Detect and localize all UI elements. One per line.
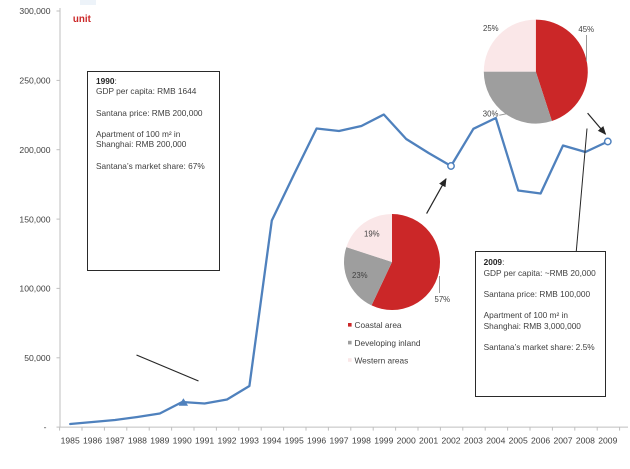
- svg-text:1994: 1994: [262, 435, 281, 445]
- svg-text:2002: 2002: [441, 435, 460, 445]
- svg-text:2000: 2000: [397, 435, 416, 445]
- svg-text:100,000: 100,000: [19, 284, 50, 294]
- svg-text:23%: 23%: [352, 271, 368, 280]
- svg-text:1987: 1987: [105, 435, 124, 445]
- svg-text:1996: 1996: [307, 435, 326, 445]
- svg-text:1997: 1997: [329, 435, 348, 445]
- svg-text:2003: 2003: [464, 435, 483, 445]
- svg-text:2009: 2009: [598, 435, 617, 445]
- svg-text:57%: 57%: [435, 295, 451, 304]
- svg-text:2001: 2001: [419, 435, 438, 445]
- svg-text:1992: 1992: [217, 435, 236, 445]
- svg-text:25%: 25%: [483, 24, 499, 33]
- svg-text:200,000: 200,000: [19, 145, 50, 155]
- svg-text:2006: 2006: [531, 435, 550, 445]
- svg-text:1993: 1993: [240, 435, 259, 445]
- svg-text:1995: 1995: [285, 435, 304, 445]
- svg-text:300,000: 300,000: [19, 6, 50, 16]
- svg-text:1985: 1985: [61, 435, 80, 445]
- svg-text:19%: 19%: [364, 230, 380, 239]
- svg-text:1998: 1998: [352, 435, 371, 445]
- svg-text:30%: 30%: [483, 110, 499, 119]
- svg-text:50,000: 50,000: [24, 353, 51, 363]
- svg-text:2005: 2005: [509, 435, 528, 445]
- svg-text:2008: 2008: [576, 435, 595, 445]
- svg-text:Western areas: Western areas: [355, 355, 409, 365]
- svg-text:1999: 1999: [374, 435, 393, 445]
- svg-text:unit: unit: [73, 14, 92, 25]
- svg-text:Developing inland: Developing inland: [355, 338, 421, 348]
- svg-text:150,000: 150,000: [19, 214, 50, 224]
- svg-text:1986: 1986: [83, 435, 102, 445]
- svg-text:45%: 45%: [578, 25, 594, 34]
- svg-text:Coastal area: Coastal area: [355, 320, 402, 330]
- svg-text:-: -: [44, 422, 47, 432]
- svg-text:2007: 2007: [553, 435, 572, 445]
- svg-text:1988: 1988: [128, 435, 147, 445]
- svg-text:1990: 1990: [173, 435, 192, 445]
- svg-text:1989: 1989: [150, 435, 169, 445]
- svg-text:2004: 2004: [486, 435, 505, 445]
- svg-text:250,000: 250,000: [19, 76, 50, 86]
- svg-text:1991: 1991: [195, 435, 214, 445]
